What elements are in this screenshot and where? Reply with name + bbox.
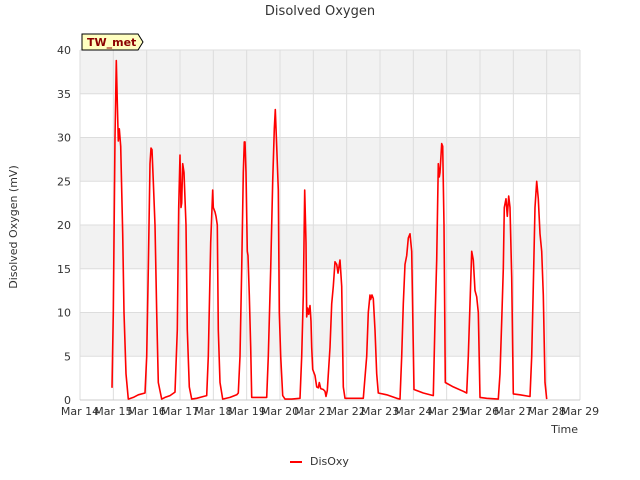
- y-tick-label: 35: [57, 88, 71, 101]
- y-tick-label: 15: [57, 263, 71, 276]
- x-tick-label: Mar 24: [394, 405, 432, 418]
- site-badge-label: TW_met: [87, 36, 136, 49]
- y-tick-label: 25: [57, 175, 71, 188]
- legend: DisOxy: [290, 455, 349, 468]
- x-tick-label: Mar 21: [294, 405, 332, 418]
- x-tick-label: Mar 14: [61, 405, 99, 418]
- chart-title: Disolved Oxygen: [265, 4, 375, 19]
- x-tick-label: Mar 20: [261, 405, 299, 418]
- x-tick-label: Mar 28: [528, 405, 566, 418]
- plot-band: [80, 137, 580, 182]
- y-tick-label: 5: [64, 350, 71, 363]
- y-tick-label: 40: [57, 44, 71, 57]
- x-tick-label: Mar 15: [94, 405, 132, 418]
- x-tick-label: Mar 22: [328, 405, 366, 418]
- plot-background-bands: [80, 50, 580, 357]
- x-tick-label: Mar 18: [194, 405, 232, 418]
- plot-band: [80, 50, 580, 94]
- x-tick-label: Mar 27: [494, 405, 532, 418]
- y-tick-labels: 0 5 10 15 20 25 30 35 40: [57, 44, 71, 407]
- y-axis-label: Disolved Oxygen (mV): [7, 165, 20, 289]
- x-tick-label: Mar 26: [461, 405, 499, 418]
- x-tick-label: Mar 25: [428, 405, 466, 418]
- x-tick-label: Mar 17: [161, 405, 199, 418]
- y-tick-label: 10: [57, 307, 71, 320]
- x-tick-label: Mar 29: [561, 405, 599, 418]
- y-tick-label: 20: [57, 219, 71, 232]
- x-tick-label: Mar 19: [228, 405, 266, 418]
- x-axis-label: Time: [550, 423, 578, 436]
- site-badge: TW_met: [81, 33, 144, 51]
- series-line-disoxy: [111, 59, 548, 400]
- x-tick-label: Mar 16: [128, 405, 166, 418]
- plot-band: [80, 225, 580, 269]
- x-tick-label: Mar 23: [361, 405, 399, 418]
- y-tick-label: 0: [64, 394, 71, 407]
- y-tick-label: 30: [57, 132, 71, 145]
- legend-label-disoxy: DisOxy: [310, 455, 349, 468]
